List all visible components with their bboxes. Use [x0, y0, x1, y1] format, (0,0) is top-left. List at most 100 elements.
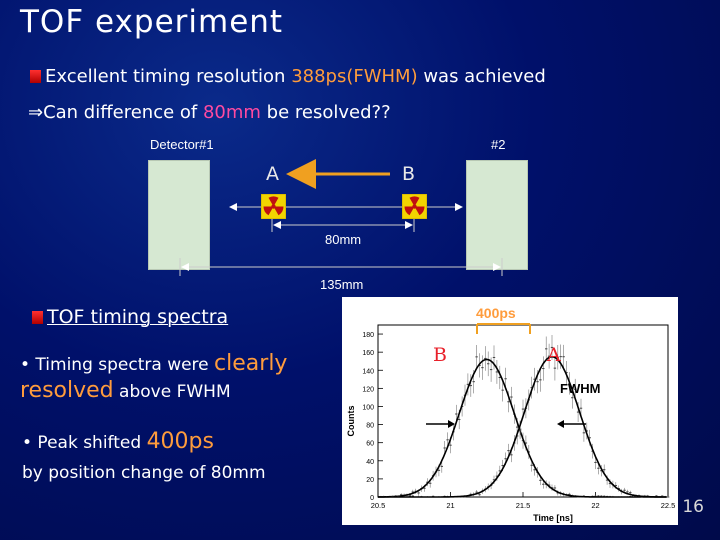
- line2-value: 80mm: [202, 102, 261, 123]
- data-point: [542, 483, 545, 485]
- data-point: [617, 487, 620, 489]
- data-point: [588, 437, 591, 439]
- spectra-heading-text: TOF timing spectra: [47, 306, 229, 328]
- bullet-resolved: • Timing spectra were clearly resolved a…: [20, 351, 320, 405]
- data-point: [492, 356, 496, 358]
- data-point: [411, 495, 414, 497]
- data-point: [568, 493, 571, 495]
- bullet1-big1: clearly: [214, 351, 288, 376]
- data-point: [600, 470, 603, 472]
- line2-post: be resolved??: [260, 102, 391, 123]
- data-point: [475, 491, 478, 493]
- data-point: [429, 482, 432, 484]
- data-point: [417, 492, 420, 494]
- data-point: [530, 387, 533, 389]
- data-point: [478, 494, 481, 496]
- source-a-label: A: [266, 163, 279, 185]
- data-point: [466, 383, 470, 385]
- detector-distance-label: 135mm: [320, 277, 364, 292]
- data-point: [565, 372, 568, 374]
- tof-spectrum-plot: 0 20 40 60 80 100 120 140 160 180 20.5 21 21.5 22 22.5…: [342, 297, 678, 525]
- fwhm-label: FWHM: [560, 381, 601, 396]
- data-point: [545, 348, 548, 350]
- spectra-heading: TOF timing spectra: [32, 306, 228, 328]
- data-point: [553, 367, 557, 369]
- data-point: [582, 432, 586, 434]
- data-point: [426, 481, 429, 483]
- data-point: [614, 485, 617, 487]
- slide-title: TOF experiment: [20, 4, 284, 40]
- y-tick-label: 140: [362, 368, 374, 375]
- data-point: [524, 442, 528, 444]
- detector2-box: [466, 160, 528, 270]
- x-tick-label: 21: [446, 501, 454, 510]
- bullet-shift: • Peak shifted 400ps by position change …: [22, 427, 342, 488]
- data-point: [423, 487, 426, 489]
- y-tick-label: 120: [362, 386, 374, 393]
- data-point: [498, 376, 501, 378]
- data-point: [516, 426, 519, 428]
- data-point: [585, 430, 588, 432]
- data-point: [443, 447, 446, 449]
- data-point: [458, 419, 461, 421]
- resolution-line: Excellent timing resolution 388ps(FWHM) …: [30, 66, 546, 87]
- data-point: [556, 356, 559, 358]
- data-point: [501, 465, 504, 467]
- data-point: [518, 429, 522, 431]
- spectrum-chart: 0 20 40 60 80 100 120 140 160 180 20.5 21 21.5 22 22.5…: [346, 324, 675, 523]
- bullet1-post: above FWHM: [113, 382, 231, 402]
- data-point: [408, 494, 412, 496]
- data-point: [533, 378, 536, 380]
- data-point: [574, 388, 577, 390]
- data-point: [666, 496, 670, 498]
- data-point: [504, 378, 507, 380]
- data-point: [507, 401, 510, 403]
- data-point: [629, 492, 632, 494]
- data-point: [440, 465, 443, 467]
- data-point: [579, 407, 583, 409]
- y-tick-label: 20: [366, 477, 374, 484]
- x-tick-label: 22: [591, 501, 599, 510]
- data-point: [533, 469, 536, 471]
- y-tick-label: 160: [362, 350, 374, 357]
- bullet-square-icon: [30, 70, 41, 83]
- data-point: [605, 479, 609, 481]
- line1-value: 388ps(FWHM): [291, 66, 418, 87]
- bullet2-pre: • Peak shifted: [22, 433, 147, 453]
- y-tick-label: 0: [370, 495, 374, 502]
- detector1-label: Detector#1: [150, 137, 214, 152]
- data-point: [559, 356, 562, 358]
- data-point: [437, 469, 441, 471]
- data-point: [469, 493, 472, 495]
- data-point: [446, 439, 449, 441]
- data-point: [521, 408, 525, 410]
- fwhm-arrows: [426, 420, 586, 428]
- x-tick-label: 21.5: [516, 501, 531, 510]
- ab-distance-label: 80mm: [325, 232, 362, 247]
- data-point: [626, 491, 629, 493]
- y-axis-label: Counts: [346, 406, 356, 437]
- data-point: [553, 487, 557, 489]
- data-point: [498, 470, 501, 472]
- data-point: [481, 367, 484, 369]
- data-point: [510, 454, 513, 456]
- source-b-label: B: [402, 163, 416, 185]
- data-point: [400, 494, 403, 496]
- data-point: [562, 356, 565, 358]
- bullet1-pre: • Timing spectra were: [20, 355, 215, 375]
- data-point: [495, 475, 499, 477]
- data-point: [455, 413, 458, 415]
- bullet2-big: 400ps: [146, 429, 214, 454]
- data-point: [597, 495, 600, 497]
- data-point: [507, 450, 510, 452]
- data-point: [539, 379, 542, 381]
- data-point: [492, 479, 496, 481]
- bullet1-big2: resolved: [20, 378, 114, 403]
- data-point: [501, 389, 504, 391]
- y-tick-label: 100: [362, 404, 374, 411]
- fit-curve: [378, 358, 667, 498]
- x-axis-label: Time [ns]: [533, 513, 573, 523]
- data-point: [530, 464, 533, 466]
- data-point: [547, 484, 551, 486]
- data-point: [489, 369, 493, 371]
